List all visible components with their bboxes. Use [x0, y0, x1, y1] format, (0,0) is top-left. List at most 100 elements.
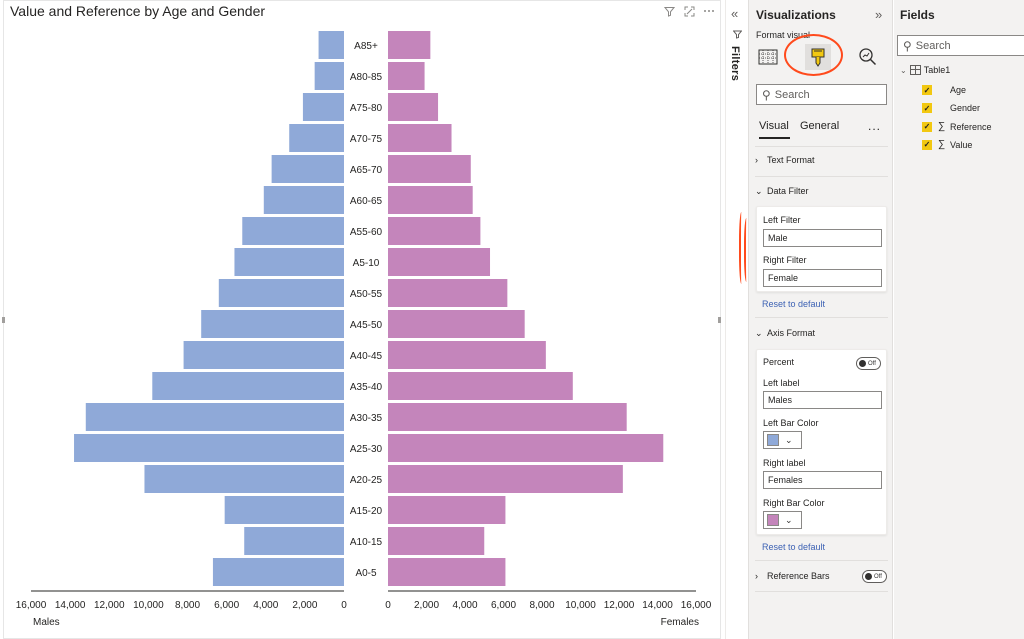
- more-options-button[interactable]: ...: [868, 119, 882, 133]
- right-tick-label: 16,000: [681, 600, 712, 611]
- category-label: A35-40: [350, 382, 383, 393]
- analytics-tool[interactable]: [855, 44, 881, 70]
- right-tick-label: 14,000: [642, 600, 673, 611]
- fields-search-input[interactable]: ⚲ Search: [897, 35, 1024, 56]
- bar-males-a85+: [318, 31, 344, 59]
- toggle-state: Off: [874, 573, 882, 580]
- checkbox-checked-icon[interactable]: ✓: [922, 85, 932, 95]
- bar-females-a35-40: [388, 372, 573, 400]
- right-bar-color-label: Right Bar Color: [763, 498, 825, 508]
- filters-label[interactable]: Filters: [729, 46, 741, 82]
- visualizations-title: Visualizations: [756, 8, 836, 22]
- left-tick-label: 14,000: [55, 600, 86, 611]
- checkbox-checked-icon[interactable]: ✓: [922, 103, 932, 113]
- category-label: A0-5: [355, 568, 377, 579]
- section-label: Data Filter: [767, 186, 809, 196]
- bar-females-a25-30: [388, 434, 664, 462]
- funnel-icon: [732, 30, 743, 42]
- bar-males-a35-40: [152, 372, 344, 400]
- section-data-filter[interactable]: ⌄ Data Filter: [755, 180, 888, 202]
- format-visual-tool[interactable]: [805, 44, 831, 70]
- right-bar-color-picker[interactable]: ⌄: [763, 511, 802, 529]
- right-filter-input[interactable]: Female: [763, 269, 882, 287]
- percent-label: Percent: [763, 357, 795, 367]
- right-tick-label: 0: [385, 600, 391, 611]
- double-chevron-right-icon[interactable]: »: [875, 7, 883, 22]
- search-icon: ⚲: [762, 87, 771, 102]
- field-name: Age: [950, 85, 967, 95]
- section-text-format[interactable]: › Text Format: [755, 149, 888, 171]
- bar-females-a0-5: [388, 558, 506, 586]
- field-item-reference[interactable]: ✓ ∑ Reference: [922, 121, 992, 132]
- format-visual-label: Format visual: [756, 30, 811, 40]
- toggle-knob: [859, 360, 866, 367]
- left-tick-label: 10,000: [133, 600, 164, 611]
- tab-visual[interactable]: Visual: [759, 120, 789, 132]
- right-axis-title: Females: [661, 617, 699, 628]
- left-filter-input[interactable]: Male: [763, 229, 882, 247]
- checkbox-checked-icon[interactable]: ✓: [922, 139, 932, 150]
- field-item-value[interactable]: ✓ ∑ Value: [922, 139, 972, 150]
- section-reference-bars[interactable]: › Reference Bars: [755, 565, 888, 587]
- left-label-label: Left label: [763, 378, 800, 388]
- bar-males-a30-35: [85, 403, 345, 431]
- category-label: A75-80: [350, 103, 383, 114]
- visualizations-pane: Visualizations » Format visual ⚲ Search …: [739, 0, 904, 639]
- category-label: A80-85: [350, 72, 383, 83]
- bar-males-a75-80: [302, 93, 344, 121]
- tab-general[interactable]: General: [800, 120, 840, 132]
- focus-mode-icon[interactable]: [682, 4, 696, 18]
- visualizations-search-input[interactable]: ⚲ Search: [756, 84, 887, 105]
- checkbox-checked-icon[interactable]: ✓: [922, 121, 932, 132]
- section-axis-format[interactable]: ⌄ Axis Format: [755, 322, 888, 344]
- left-bar-color-picker[interactable]: ⌄: [763, 431, 802, 449]
- bar-males-a40-45: [183, 341, 344, 369]
- double-chevron-left-icon[interactable]: «: [731, 6, 739, 21]
- divider: [755, 146, 888, 147]
- field-item-gender[interactable]: ✓ Gender: [922, 103, 980, 113]
- bar-females-a75-80: [388, 93, 439, 121]
- bar-females-a30-35: [388, 403, 627, 431]
- build-visual-tool[interactable]: [755, 44, 781, 70]
- color-swatch: [767, 434, 779, 446]
- search-placeholder: Search: [774, 88, 810, 101]
- divider: [755, 176, 888, 177]
- more-options-icon[interactable]: [702, 4, 716, 18]
- visual-card[interactable]: Value and Reference by Age and Gender A8…: [2, 0, 721, 639]
- filters-pane[interactable]: « Filters: [725, 0, 748, 639]
- field-item-age[interactable]: ✓ Age: [922, 85, 966, 95]
- bar-males-a25-30: [74, 434, 344, 462]
- percent-toggle[interactable]: Off: [856, 357, 881, 370]
- table-icon: [909, 65, 921, 75]
- axis-format-reset-link[interactable]: Reset to default: [762, 542, 826, 552]
- bar-males-a5-10: [234, 248, 344, 276]
- bar-males-a45-50: [201, 310, 344, 338]
- bar-females-a85+: [388, 31, 431, 59]
- data-filter-reset-link[interactable]: Reset to default: [762, 299, 826, 309]
- chevron-down-icon: ⌄: [785, 434, 793, 445]
- left-bar-color-label: Left Bar Color: [763, 418, 819, 428]
- bar-males-a60-65: [263, 186, 344, 214]
- left-label-input[interactable]: Males: [763, 391, 882, 409]
- category-label: A5-10: [353, 258, 380, 269]
- category-label: A10-15: [350, 537, 383, 548]
- table-name: Table1: [923, 65, 951, 75]
- resize-handle-right[interactable]: [718, 317, 721, 323]
- right-label-input[interactable]: Females: [763, 471, 882, 489]
- bar-males-a10-15: [244, 527, 344, 555]
- filter-icon[interactable]: [662, 4, 676, 18]
- bar-females-a55-60: [388, 217, 481, 245]
- reference-bars-toggle[interactable]: Off: [862, 570, 887, 583]
- bar-females-a45-50: [388, 310, 525, 338]
- chevron-down-icon: ⌄: [755, 185, 763, 196]
- divider: [755, 560, 888, 561]
- toggle-knob: [865, 573, 872, 580]
- table-node[interactable]: ⌄ Table1: [900, 65, 950, 75]
- resize-handle-left[interactable]: [2, 317, 5, 323]
- bar-males-a65-70: [271, 155, 344, 183]
- section-label: Text Format: [767, 155, 815, 165]
- category-label: A20-25: [350, 475, 383, 486]
- bar-females-a70-75: [388, 124, 452, 152]
- bar-females-a5-10: [388, 248, 491, 276]
- bar-males-a50-55: [218, 279, 344, 307]
